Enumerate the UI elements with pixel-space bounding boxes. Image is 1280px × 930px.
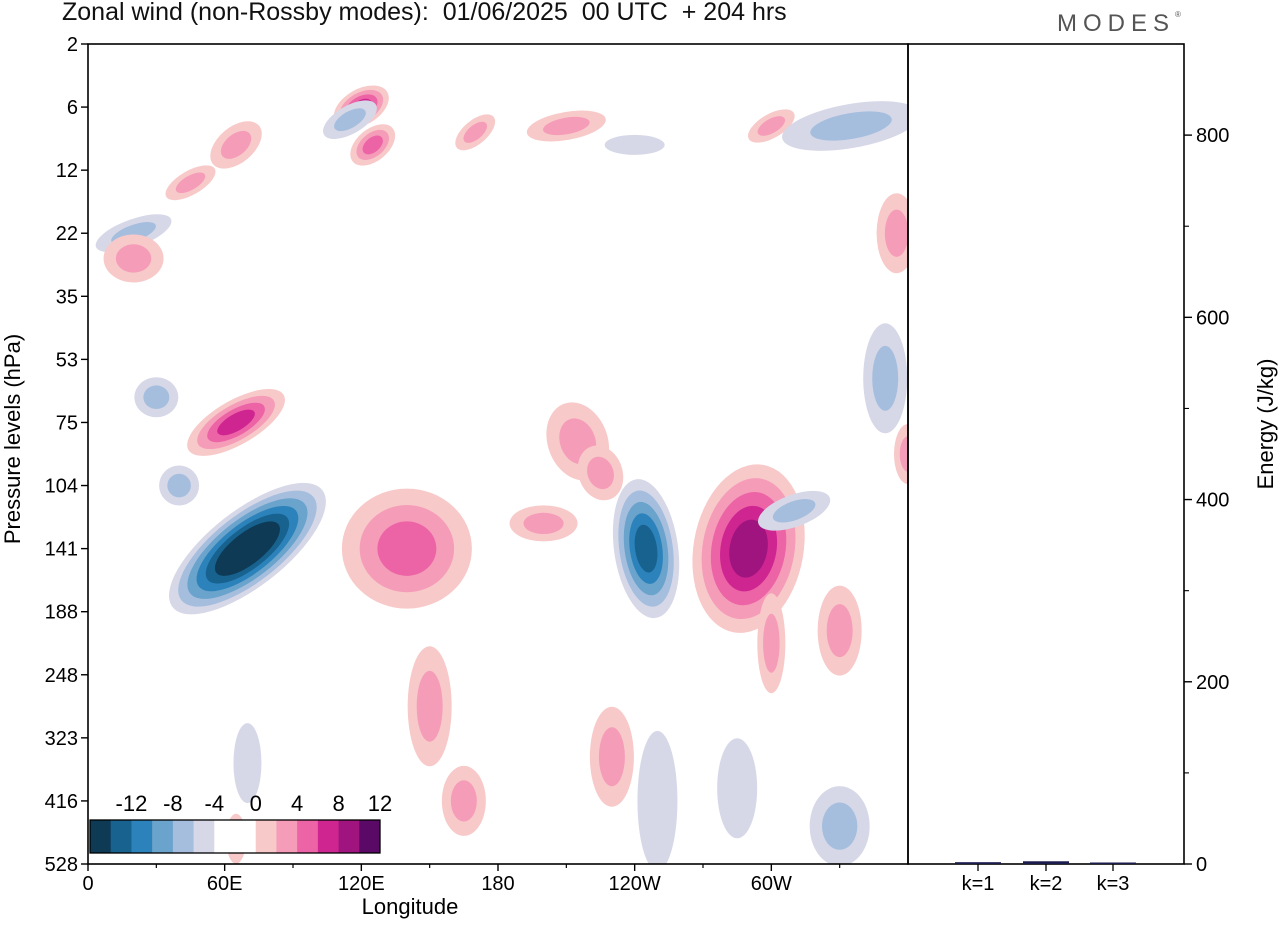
colorbar-cell bbox=[152, 820, 174, 853]
wind-contour bbox=[362, 135, 383, 155]
wind-contour bbox=[175, 172, 206, 194]
colorbar-cell bbox=[297, 820, 319, 853]
wind-contour bbox=[167, 473, 191, 498]
wind-heatmap bbox=[95, 85, 908, 864]
y-tick-label: 248 bbox=[45, 665, 78, 687]
y-tick-label: 35 bbox=[56, 286, 78, 308]
colorbar-cell bbox=[255, 820, 277, 853]
x-tick-label: 120W bbox=[609, 873, 661, 895]
x-tick-label: 0 bbox=[82, 873, 93, 895]
wind-contour bbox=[717, 738, 758, 839]
energy-bar bbox=[955, 862, 1001, 864]
y-tick-label: 75 bbox=[56, 412, 78, 434]
wind-contour bbox=[772, 499, 816, 523]
wind-contour bbox=[115, 244, 152, 273]
wind-contour bbox=[637, 730, 678, 864]
wind-contour bbox=[634, 524, 658, 573]
bar-frame bbox=[907, 43, 1185, 865]
bar-category-label: k=1 bbox=[962, 873, 995, 895]
colorbar: -12 -8 -4 0 4 8 12 bbox=[89, 791, 392, 854]
colorbar-cell bbox=[131, 820, 153, 853]
wind-contour bbox=[821, 802, 858, 850]
wind-contour bbox=[220, 130, 252, 159]
y-tick-label: 528 bbox=[45, 854, 78, 876]
wind-contour bbox=[757, 116, 786, 136]
wind-contour bbox=[763, 613, 780, 673]
wind-contour bbox=[872, 345, 899, 411]
colorbar-cell bbox=[193, 820, 215, 853]
modes-logo: MODES® bbox=[1057, 10, 1181, 37]
wind-contour bbox=[587, 456, 614, 490]
wind-contour bbox=[463, 121, 487, 143]
colorbar-cell bbox=[338, 820, 360, 853]
bar-category-label: k=2 bbox=[1030, 873, 1063, 895]
colorbar-tick-label: -4 bbox=[205, 791, 225, 816]
y-tick-label: 6 bbox=[67, 97, 78, 119]
colorbar-cell bbox=[110, 820, 132, 853]
colorbar-tick-label: -12 bbox=[116, 791, 148, 816]
energy-bar-panel: 0 200 400 600 800 Energy (J/kg) k=1 k=2 k=3 bbox=[955, 125, 1278, 895]
y-axis-label: Pressure levels (hPa) bbox=[0, 334, 25, 544]
y-tick-label: 22 bbox=[56, 223, 78, 245]
x-tick-label: 60W bbox=[751, 873, 792, 895]
wind-contour bbox=[450, 780, 477, 822]
energy-tick-label: 800 bbox=[1196, 125, 1229, 147]
colorbar-cell bbox=[359, 820, 381, 853]
y-tick-label: 416 bbox=[45, 791, 78, 813]
colorbar-cell bbox=[317, 820, 340, 853]
colorbar-tick-label: 12 bbox=[368, 791, 392, 816]
colorbar-tick-label: 4 bbox=[291, 791, 303, 816]
wind-contour bbox=[826, 604, 853, 658]
wind-contour bbox=[233, 723, 262, 804]
y-tick-label: 141 bbox=[45, 539, 78, 561]
y-tick-label: 2 bbox=[67, 34, 78, 56]
y-tick-label: 12 bbox=[56, 160, 78, 182]
wind-contour bbox=[143, 385, 170, 410]
wind-contour bbox=[334, 108, 366, 132]
wind-contour bbox=[884, 209, 908, 257]
energy-tick-label: 0 bbox=[1196, 854, 1207, 876]
y-tick-label: 104 bbox=[45, 476, 78, 498]
x-tick-label: 180 bbox=[481, 873, 514, 895]
wind-contour bbox=[899, 436, 908, 472]
colorbar-tick-label: 8 bbox=[332, 791, 344, 816]
x-tick-label: 60E bbox=[207, 873, 243, 895]
energy-tick-label: 200 bbox=[1196, 672, 1229, 694]
bar-category-label: k=3 bbox=[1097, 873, 1130, 895]
wind-contour bbox=[604, 134, 665, 155]
wind-contour bbox=[523, 512, 564, 535]
wind-contour bbox=[217, 409, 255, 436]
energy-bar bbox=[1090, 862, 1136, 864]
colorbar-cell bbox=[276, 820, 298, 853]
y-tick-label: 188 bbox=[45, 602, 78, 624]
wind-contour bbox=[598, 727, 625, 787]
colorbar-cell bbox=[90, 820, 112, 853]
colorbar-cell bbox=[214, 820, 236, 853]
wind-contour bbox=[416, 670, 443, 742]
wind-contour bbox=[224, 529, 271, 569]
energy-bar bbox=[1023, 861, 1069, 864]
chart-title: Zonal wind (non-Rossby modes): 01/06/202… bbox=[62, 0, 787, 26]
energy-axis-label: Energy (J/kg) bbox=[1253, 359, 1278, 490]
x-tick-label: 120E bbox=[338, 873, 385, 895]
colorbar-tick-label: -8 bbox=[163, 791, 183, 816]
wind-contour bbox=[810, 111, 892, 141]
energy-tick-label: 400 bbox=[1196, 490, 1229, 512]
y-tick-label: 323 bbox=[45, 728, 78, 750]
energy-tick-label: 600 bbox=[1196, 307, 1229, 329]
wind-contour bbox=[377, 521, 437, 576]
y-tick-label: 53 bbox=[56, 349, 78, 371]
wind-contour bbox=[729, 519, 768, 578]
x-axis-label: Longitude bbox=[362, 894, 459, 919]
colorbar-cell bbox=[172, 820, 195, 853]
wind-contour bbox=[543, 116, 590, 136]
colorbar-tick-label: 0 bbox=[250, 791, 262, 816]
colorbar-cell bbox=[235, 820, 257, 853]
